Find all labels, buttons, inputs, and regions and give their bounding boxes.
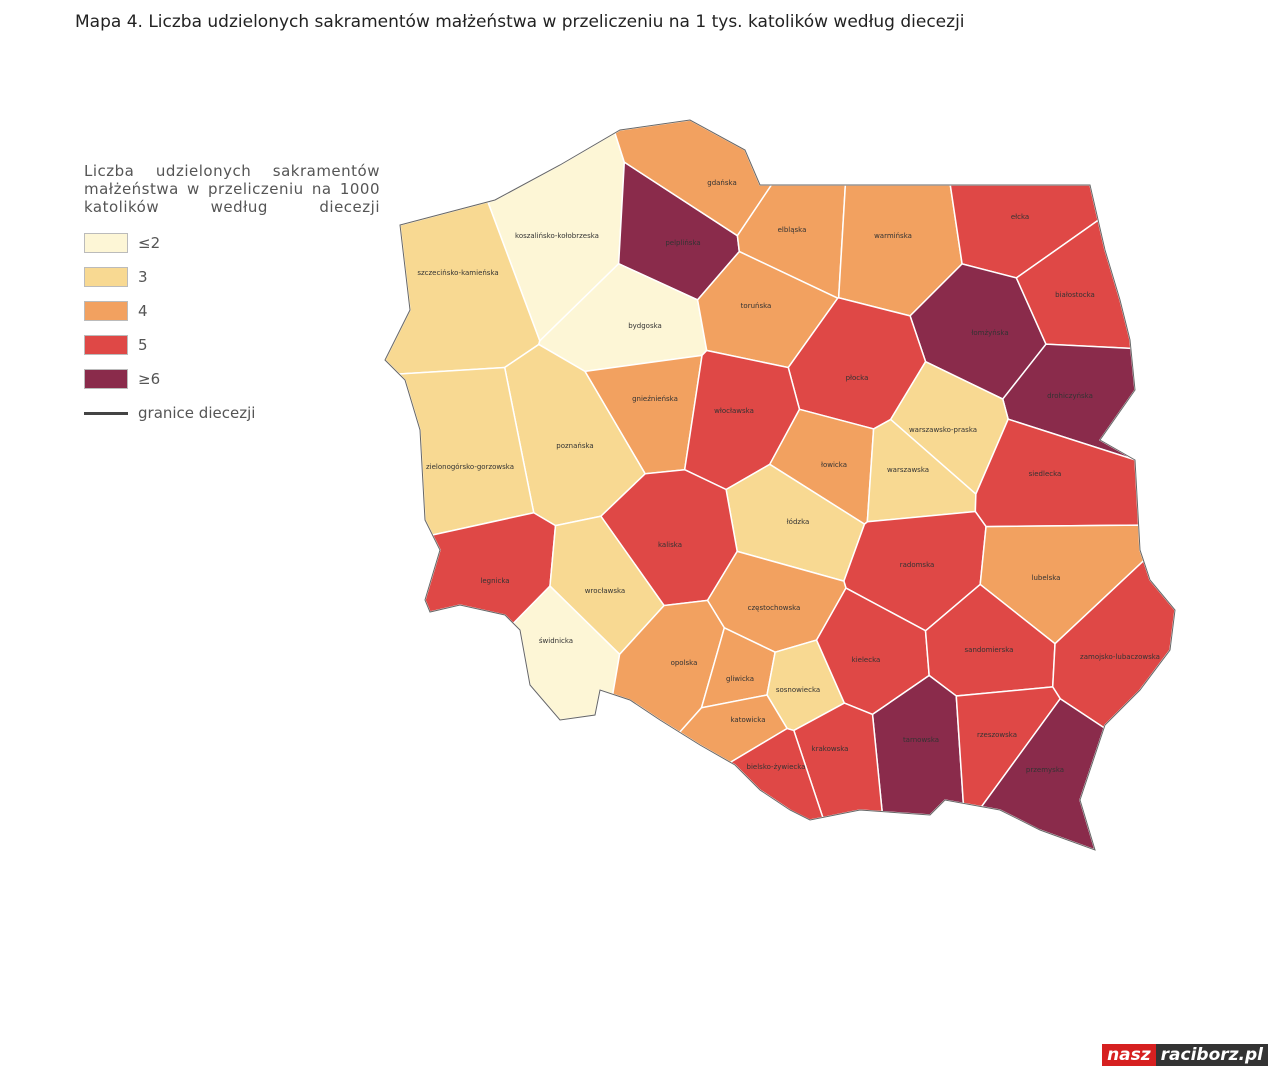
- watermark-site: raciborz.pl: [1155, 1044, 1268, 1066]
- legend-swatch: [84, 267, 128, 287]
- diocese-label: poznańska: [556, 442, 593, 450]
- legend-item: 4: [84, 294, 380, 328]
- diocese-label: gnieźnieńska: [632, 395, 678, 403]
- legend: Liczba udzielonych sakramentów małżeństw…: [84, 162, 380, 430]
- diocese-label: łowicka: [821, 461, 847, 469]
- diocese-label: rzeszowska: [977, 731, 1017, 739]
- diocese-label: katowicka: [731, 716, 766, 724]
- legend-label: 3: [138, 268, 148, 286]
- diocese-label: zamojsko-lubaczowska: [1080, 653, 1160, 661]
- diocese-label: bielsko-żywiecka: [747, 763, 806, 771]
- diocese-label: gdańska: [707, 179, 736, 187]
- diocese-label: ełcka: [1011, 213, 1029, 221]
- border-swatch: [84, 411, 128, 415]
- diocese-label: włocławska: [714, 407, 754, 415]
- legend-label: granice diecezji: [138, 404, 256, 422]
- legend-swatch: [84, 301, 128, 321]
- diocese-label: koszalińsko-kołobrzeska: [515, 232, 599, 240]
- legend-border: granice diecezji: [84, 396, 380, 430]
- legend-label: ≤2: [138, 234, 161, 252]
- diocese-label: świdnicka: [539, 637, 573, 645]
- diocese-label: gliwicka: [726, 675, 754, 683]
- diocese-label: warszawsko-praska: [909, 426, 977, 434]
- diocese-label: siedlecka: [1029, 470, 1062, 478]
- legend-swatch: [84, 233, 128, 253]
- watermark: nasz raciborz.pl: [1102, 1044, 1268, 1066]
- legend-item: ≤2: [84, 226, 380, 260]
- legend-swatch: [84, 335, 128, 355]
- diocese-label: kielecka: [852, 656, 881, 664]
- legend-item: 5: [84, 328, 380, 362]
- legend-label: 5: [138, 336, 148, 354]
- diocese-label: płocka: [846, 374, 869, 382]
- diocese-label: zielonogórsko-gorzowska: [426, 463, 514, 471]
- legend-items: ≤2 3 4 5 ≥6: [84, 226, 380, 396]
- diocese-label: szczecińsko-kamieńska: [417, 269, 498, 277]
- legend-label: 4: [138, 302, 148, 320]
- diocese-label: drohiczyńska: [1047, 392, 1093, 400]
- diocese-label: tarnowska: [903, 736, 939, 744]
- watermark-brand: nasz: [1102, 1044, 1156, 1066]
- legend-swatch: [84, 369, 128, 389]
- legend-item: 3: [84, 260, 380, 294]
- diocese-label: przemyska: [1026, 766, 1064, 774]
- country-border: [384, 119, 1176, 851]
- diocese-label: łomżyńska: [971, 329, 1008, 337]
- diocese-label: opolska: [671, 659, 698, 667]
- diocese-label: kaliska: [658, 541, 682, 549]
- diocese-label: sandomierska: [965, 646, 1014, 654]
- diocese-label: warszawska: [887, 466, 929, 474]
- legend-item: ≥6: [84, 362, 380, 396]
- diocese-label: białostocka: [1055, 291, 1095, 299]
- legend-title: Liczba udzielonych sakramentów małżeństw…: [84, 162, 380, 216]
- diocese-label: pelplińska: [665, 239, 700, 247]
- diocese-label: legnicka: [480, 577, 509, 585]
- diocese-label: toruńska: [741, 302, 772, 310]
- diocese-label: elbląska: [778, 226, 807, 234]
- diocese-label: lubelska: [1032, 574, 1061, 582]
- diocese-label: wrocławska: [585, 587, 625, 595]
- diocese-label: bydgoska: [628, 322, 662, 330]
- map-title: Mapa 4. Liczba udzielonych sakramentów m…: [75, 12, 965, 32]
- diocese-label: łódzka: [787, 518, 810, 526]
- diocese-label: sosnowiecka: [776, 686, 820, 694]
- diocese-label: radomska: [900, 561, 935, 569]
- diocese-label: warmińska: [874, 232, 912, 240]
- legend-label: ≥6: [138, 370, 161, 388]
- diocese-label: krakowska: [812, 745, 849, 753]
- diocese-label: częstochowska: [748, 604, 801, 612]
